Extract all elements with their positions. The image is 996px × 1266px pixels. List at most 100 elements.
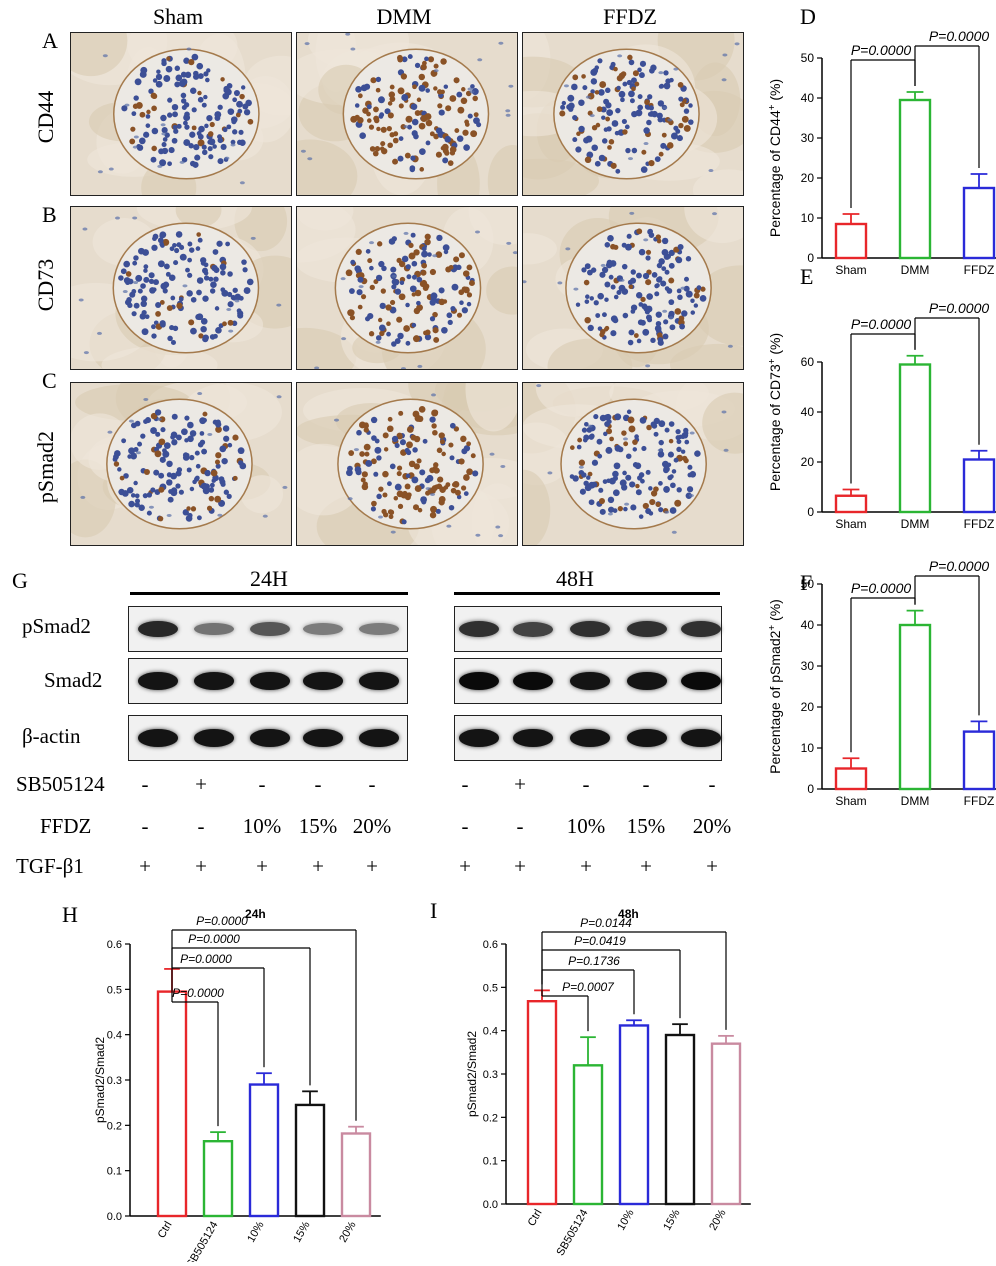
x-tick-label: 20% [337,1219,359,1244]
x-tick-label: Ctrl [526,1208,545,1229]
y-axis-label: Percentage of CD73+ (%) [767,333,784,491]
blot-band [459,621,499,637]
micrograph-psmad2-sham [70,382,292,546]
blot-label-smad2: Smad2 [44,668,103,692]
y-tick-label: 30 [801,131,815,145]
chart-e-cd73: 0 20 40 60 Percentage of CD73+ (%) Sham DMM FFD… [767,300,996,531]
micrograph-cd73-dmm [296,206,518,370]
bar-sham [834,494,868,514]
x-tick-label: 10% [615,1207,637,1232]
y-tick-label: 0.1 [107,1166,122,1178]
x-tick-label: DMM [901,263,930,277]
y-tick-label: 0.6 [107,939,122,951]
treatment-sign: + [195,772,207,796]
y-axis-label: pSmad2/Smad2 [93,1037,107,1123]
bar-dmm [898,98,932,260]
y-tick-label: 50 [801,577,815,591]
blot-strip-smad2-48h [454,658,722,704]
p-value-label: P=0.0000 [851,316,912,332]
treatment-sign: - [461,772,469,796]
treatment-sign: + [640,854,652,878]
treatment-sign: 15% [626,814,666,838]
blot-time-24h: 24H [250,566,288,591]
treatment-sign: 20% [692,814,732,838]
blot-band [513,621,553,637]
bar-10 [248,1083,280,1218]
treatment-sign: - [642,772,650,796]
ihc-column-dmm: DMM [376,4,432,29]
blot-band [681,621,721,637]
blot-band [359,729,399,747]
y-tick-label: 0.2 [107,1120,122,1132]
micrograph-psmad2-dmm [296,382,518,546]
p-value-label: P=0.1736 [568,954,620,968]
x-tick-label: Sham [835,794,866,808]
bar-20 [340,1132,372,1218]
treatment-sign: + [139,854,151,878]
bar-sham [834,222,868,260]
y-tick-label: 0.5 [107,984,122,996]
p-value-label: P=0.0000 [188,932,240,946]
p-value-label: P=0.0000 [851,580,912,596]
micrograph-cd73-ffdz [522,206,744,370]
panel-letter-b: B [42,202,57,227]
y-tick-label: 0.2 [483,1112,498,1124]
bar-ffdz [962,458,996,514]
p-value-label: P=0.0000 [172,986,224,1000]
x-tick-label: 20% [707,1207,729,1232]
bar-ffdz [962,730,996,791]
y-tick-label: 60 [801,355,815,369]
blot-band [570,621,610,637]
x-tick-label: DMM [901,517,930,531]
blot-strip-actin-24h [128,715,408,761]
y-tick-label: 0 [807,782,814,796]
y-tick-label: 0.0 [107,1211,122,1223]
blot-band [359,672,399,690]
y-tick-label: 20 [801,171,815,185]
treatment-sign: 20% [352,814,392,838]
panel-letter-d: D [800,4,816,29]
bar-15 [294,1103,326,1218]
y-tick-label: 0.0 [483,1199,498,1211]
treatment-label-sb505124: SB505124 [16,772,105,796]
micrograph-cd44-sham [70,32,292,196]
bar-sham [834,767,868,791]
y-tick-label: 20 [801,700,815,714]
ihc-column-ffdz: FFDZ [603,4,657,29]
blot-label-bactin: β-actin [22,724,81,748]
ihc-column-sham: Sham [152,4,204,29]
y-tick-label: 0 [807,505,814,519]
blot-band [513,729,553,747]
micrograph-psmad2-ffdz [522,382,744,546]
panel-letter-a: A [42,28,58,53]
y-tick-label: 50 [801,51,815,65]
y-tick-label: 20 [801,455,815,469]
blot-band [459,672,499,690]
bar-20 [710,1042,742,1206]
panel-letter-f: F [800,570,813,595]
x-tick-label: SB505124 [185,1220,221,1263]
treatment-sign: + [195,854,207,878]
treatment-sign: - [141,772,149,796]
p-value-label: P=0.0144 [580,916,632,930]
y-axis-label: Percentage of pSmad2+ (%) [767,599,784,774]
x-tick-label: Sham [835,263,866,277]
x-tick-label: 15% [291,1219,313,1244]
x-tick-label: 10% [245,1219,267,1244]
blot-band [250,622,290,636]
treatment-sign: + [514,772,526,796]
blot-band [138,729,178,747]
chart-i-48h: 0.0 0.1 0.2 0.3 0.4 0.5 0.6 pSmad2/Smad2 48h Ctrl… [465,907,751,1258]
treatment-sign: - [197,814,205,838]
blot-band [627,621,667,637]
blot-band [303,623,343,635]
blot-band [250,729,290,747]
x-tick-label: FFDZ [964,263,995,277]
panel-letter-h: H [62,902,78,927]
x-tick-label: FFDZ [964,517,995,531]
blot-band [681,729,721,747]
blot-band [459,729,499,747]
treatment-label-tgfb1: TGF-β1 [16,854,84,878]
panel-letter-c: C [42,368,57,393]
bar-dmm [898,623,932,791]
